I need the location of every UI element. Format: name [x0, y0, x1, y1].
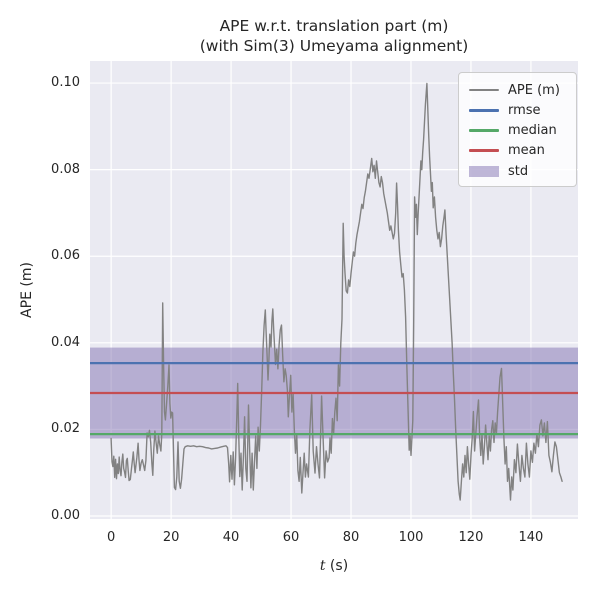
- x-tick-label: 0: [106, 530, 116, 545]
- legend-item-rmse: rmse: [469, 100, 568, 120]
- legend-item-std: std: [469, 161, 568, 181]
- y-tick-label: 0.10: [51, 75, 80, 91]
- x-tick-label: 120: [458, 530, 484, 545]
- chart-title-line1: APE w.r.t. translation part (m): [219, 17, 449, 35]
- ape-line: [110, 82, 563, 501]
- y-axis-label: APE (m): [19, 262, 35, 318]
- legend-swatch-rmse-line: [469, 108, 499, 112]
- legend-label-mean: mean: [508, 143, 545, 159]
- y-tick-label: 0.04: [51, 334, 80, 350]
- legend-item-mean: mean: [469, 141, 568, 161]
- y-tick-label: 0.02: [51, 421, 80, 437]
- legend-label-median: median: [508, 123, 557, 138]
- chart-title: APE w.r.t. translation part (m) (with Si…: [90, 17, 578, 56]
- legend-swatch-ape-line: [469, 89, 499, 91]
- x-tick-label: 100: [398, 530, 424, 545]
- legend-item-median: median: [469, 121, 568, 141]
- x-tick-label: 140: [518, 530, 544, 545]
- x-axis-label-variable: t: [319, 558, 326, 574]
- y-tick-label: 0.00: [51, 507, 80, 523]
- x-axis-label: t (s): [90, 558, 578, 574]
- y-tick-label: 0.06: [51, 248, 80, 264]
- legend-label-rmse: rmse: [508, 102, 541, 118]
- x-tick-label: 80: [342, 530, 360, 545]
- legend: APE (m) rmse median mean std: [458, 72, 577, 187]
- legend-swatch-mean-line: [469, 149, 499, 153]
- legend-label-ape: APE (m): [508, 82, 560, 98]
- legend-swatch-std-patch: [469, 165, 499, 177]
- legend-item-ape: APE (m): [469, 80, 568, 100]
- y-tick-label: 0.08: [51, 161, 80, 177]
- x-tick-label: 60: [282, 530, 300, 545]
- plot-canvas: [90, 61, 578, 519]
- chart-title-line2: (with Sim(3) Umeyama alignment): [199, 36, 469, 55]
- legend-swatch-median-line: [469, 129, 499, 132]
- legend-label-std: std: [508, 163, 529, 179]
- x-axis-label-unit: (s): [325, 558, 349, 574]
- x-tick-label: 40: [222, 530, 240, 545]
- x-tick-label: 20: [162, 530, 180, 545]
